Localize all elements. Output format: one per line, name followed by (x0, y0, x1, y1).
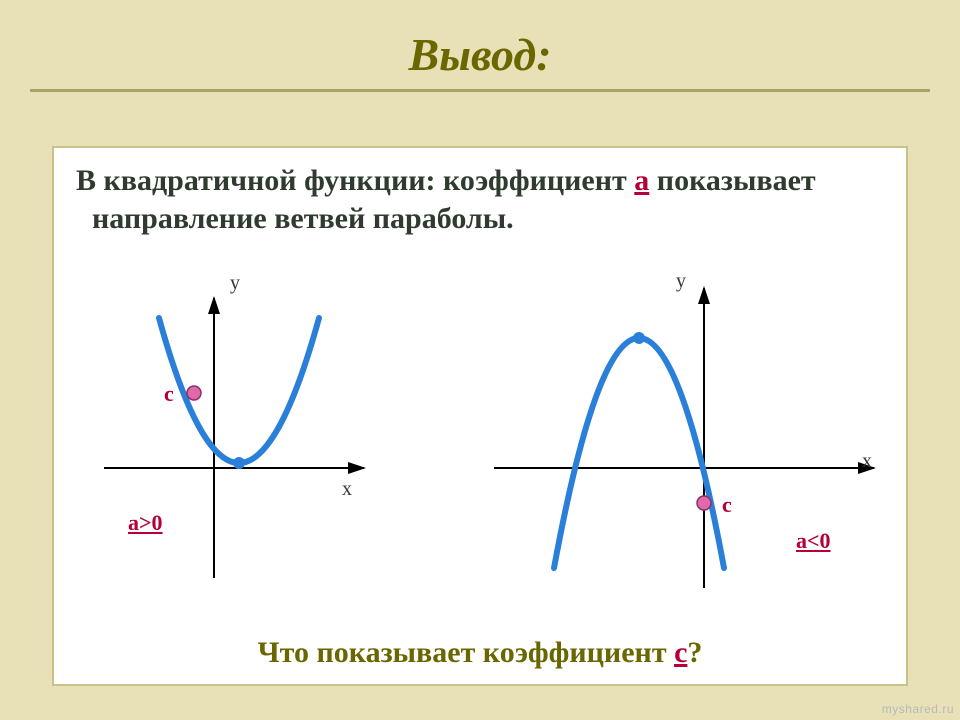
content-box: В квадратичной функции: коэффициент а по… (52, 146, 908, 686)
title-rule (30, 89, 930, 92)
chart-up-parabola: у х с а>0 (84, 278, 504, 598)
chart-down-parabola: у х с а<0 (474, 278, 894, 598)
c-point-label: с (722, 492, 732, 518)
condition-label: а>0 (128, 510, 163, 536)
watermark: myshared.ru (882, 702, 954, 716)
intro-coefficient: а (634, 164, 649, 197)
slide-title: Вывод: (0, 0, 960, 81)
x-axis-label: х (862, 450, 872, 473)
question-suffix: ? (687, 636, 702, 669)
question-prefix: Что показывает коэффициент (258, 636, 674, 669)
intro-prefix: В квадратичной функции: коэффициент (76, 164, 634, 197)
condition-label: а<0 (796, 528, 831, 554)
chart-svg (84, 278, 504, 598)
y-axis-label: у (230, 272, 240, 295)
chart-svg (474, 278, 894, 598)
c-point-label: с (164, 381, 174, 407)
question-coefficient: с (674, 636, 687, 669)
y-axis-label: у (676, 270, 686, 293)
charts-area: у х с а>0 у х с а<0 (54, 278, 906, 608)
question-text: Что показывает коэффициент с? (54, 636, 906, 670)
x-axis-label: х (342, 478, 352, 501)
intro-text: В квадратичной функции: коэффициент а по… (76, 162, 884, 237)
